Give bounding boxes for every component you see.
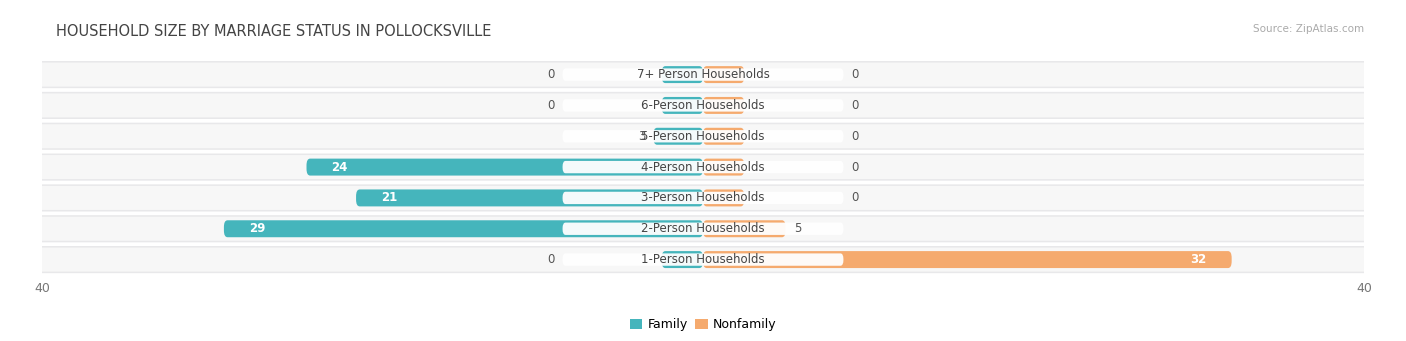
- FancyBboxPatch shape: [562, 130, 844, 143]
- FancyBboxPatch shape: [35, 63, 1371, 87]
- FancyBboxPatch shape: [662, 97, 703, 114]
- FancyBboxPatch shape: [662, 251, 703, 268]
- Text: 0: 0: [852, 191, 859, 204]
- FancyBboxPatch shape: [703, 97, 744, 114]
- FancyBboxPatch shape: [703, 128, 744, 145]
- FancyBboxPatch shape: [34, 215, 1372, 242]
- Text: 0: 0: [547, 253, 554, 266]
- FancyBboxPatch shape: [703, 66, 744, 83]
- FancyBboxPatch shape: [34, 153, 1372, 181]
- FancyBboxPatch shape: [34, 246, 1372, 273]
- Text: HOUSEHOLD SIZE BY MARRIAGE STATUS IN POLLOCKSVILLE: HOUSEHOLD SIZE BY MARRIAGE STATUS IN POL…: [56, 24, 492, 39]
- Text: 5-Person Households: 5-Person Households: [641, 130, 765, 143]
- FancyBboxPatch shape: [35, 217, 1371, 241]
- FancyBboxPatch shape: [654, 128, 703, 145]
- Text: 3-Person Households: 3-Person Households: [641, 191, 765, 204]
- FancyBboxPatch shape: [562, 253, 844, 266]
- FancyBboxPatch shape: [34, 184, 1372, 211]
- FancyBboxPatch shape: [34, 61, 1372, 88]
- Text: 29: 29: [249, 222, 266, 235]
- Text: 7+ Person Households: 7+ Person Households: [637, 68, 769, 81]
- Text: 4-Person Households: 4-Person Households: [641, 161, 765, 174]
- FancyBboxPatch shape: [356, 190, 703, 206]
- Legend: Family, Nonfamily: Family, Nonfamily: [624, 313, 782, 336]
- Text: 3: 3: [638, 130, 645, 143]
- FancyBboxPatch shape: [34, 123, 1372, 150]
- FancyBboxPatch shape: [703, 159, 744, 176]
- Text: Source: ZipAtlas.com: Source: ZipAtlas.com: [1253, 24, 1364, 34]
- FancyBboxPatch shape: [35, 155, 1371, 179]
- FancyBboxPatch shape: [703, 190, 744, 206]
- FancyBboxPatch shape: [224, 220, 703, 237]
- FancyBboxPatch shape: [35, 93, 1371, 117]
- Text: 24: 24: [332, 161, 347, 174]
- FancyBboxPatch shape: [562, 223, 844, 235]
- Text: 2-Person Households: 2-Person Households: [641, 222, 765, 235]
- Text: 1-Person Households: 1-Person Households: [641, 253, 765, 266]
- Text: 0: 0: [852, 161, 859, 174]
- FancyBboxPatch shape: [662, 66, 703, 83]
- FancyBboxPatch shape: [562, 69, 844, 81]
- FancyBboxPatch shape: [703, 220, 786, 237]
- Text: 21: 21: [381, 191, 396, 204]
- Text: 5: 5: [794, 222, 801, 235]
- FancyBboxPatch shape: [562, 161, 844, 173]
- Text: 0: 0: [547, 99, 554, 112]
- Text: 0: 0: [852, 99, 859, 112]
- FancyBboxPatch shape: [35, 248, 1371, 271]
- Text: 0: 0: [852, 68, 859, 81]
- FancyBboxPatch shape: [35, 124, 1371, 148]
- FancyBboxPatch shape: [562, 192, 844, 204]
- Text: 6-Person Households: 6-Person Households: [641, 99, 765, 112]
- FancyBboxPatch shape: [703, 251, 1232, 268]
- Text: 0: 0: [547, 68, 554, 81]
- Text: 32: 32: [1191, 253, 1206, 266]
- Text: 0: 0: [852, 130, 859, 143]
- FancyBboxPatch shape: [562, 99, 844, 112]
- FancyBboxPatch shape: [35, 186, 1371, 210]
- FancyBboxPatch shape: [307, 159, 703, 176]
- FancyBboxPatch shape: [34, 92, 1372, 119]
